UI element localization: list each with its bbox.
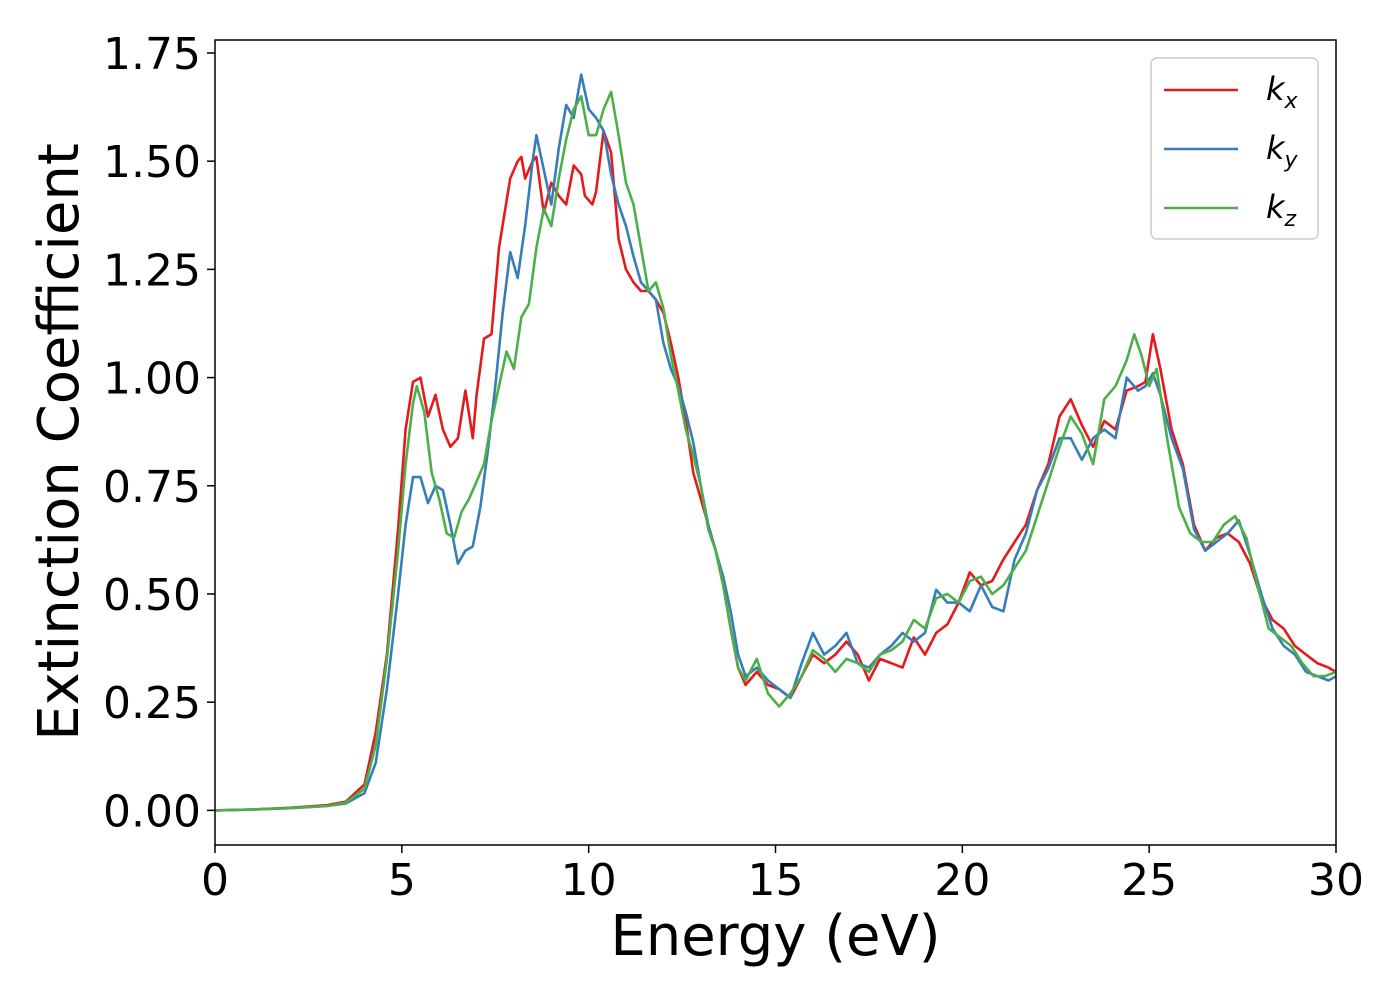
x-tick-label: 25 (1121, 855, 1177, 906)
series-line-y (214, 73, 1337, 812)
y-axis-ticks: 0.00 0.25 0.50 0.75 1.00 1.25 1.50 1.75 (103, 29, 215, 837)
legend-label-z: kz (1266, 188, 1297, 232)
x-tick-label: 10 (561, 855, 617, 906)
x-tick-label: 15 (748, 855, 804, 906)
y-tick-label: 0.00 (103, 786, 201, 837)
x-tick-label: 5 (388, 855, 416, 906)
x-axis-ticks: 0 5 10 15 20 25 30 (201, 845, 1364, 906)
series-line-z (214, 90, 1337, 812)
x-tick-label: 30 (1308, 855, 1364, 906)
y-tick-label: 0.50 (103, 570, 201, 621)
y-tick-label: 1.50 (103, 137, 201, 188)
legend-label-x: kx (1266, 70, 1299, 114)
y-tick-label: 0.25 (103, 678, 201, 729)
legend-label-y: ky (1266, 129, 1299, 173)
legend: kx ky kz (1150, 57, 1319, 240)
x-tick-label: 20 (934, 855, 990, 906)
y-tick-label: 0.75 (103, 462, 201, 513)
data-lines (214, 73, 1337, 812)
x-axis-label: Energy (eV) (610, 904, 940, 969)
x-tick-label: 0 (201, 855, 229, 906)
y-tick-label: 1.25 (103, 245, 201, 296)
y-axis-label: Extinction Coefficient (27, 143, 92, 741)
y-tick-label: 1.00 (103, 354, 201, 405)
y-tick-label: 1.75 (103, 29, 201, 80)
